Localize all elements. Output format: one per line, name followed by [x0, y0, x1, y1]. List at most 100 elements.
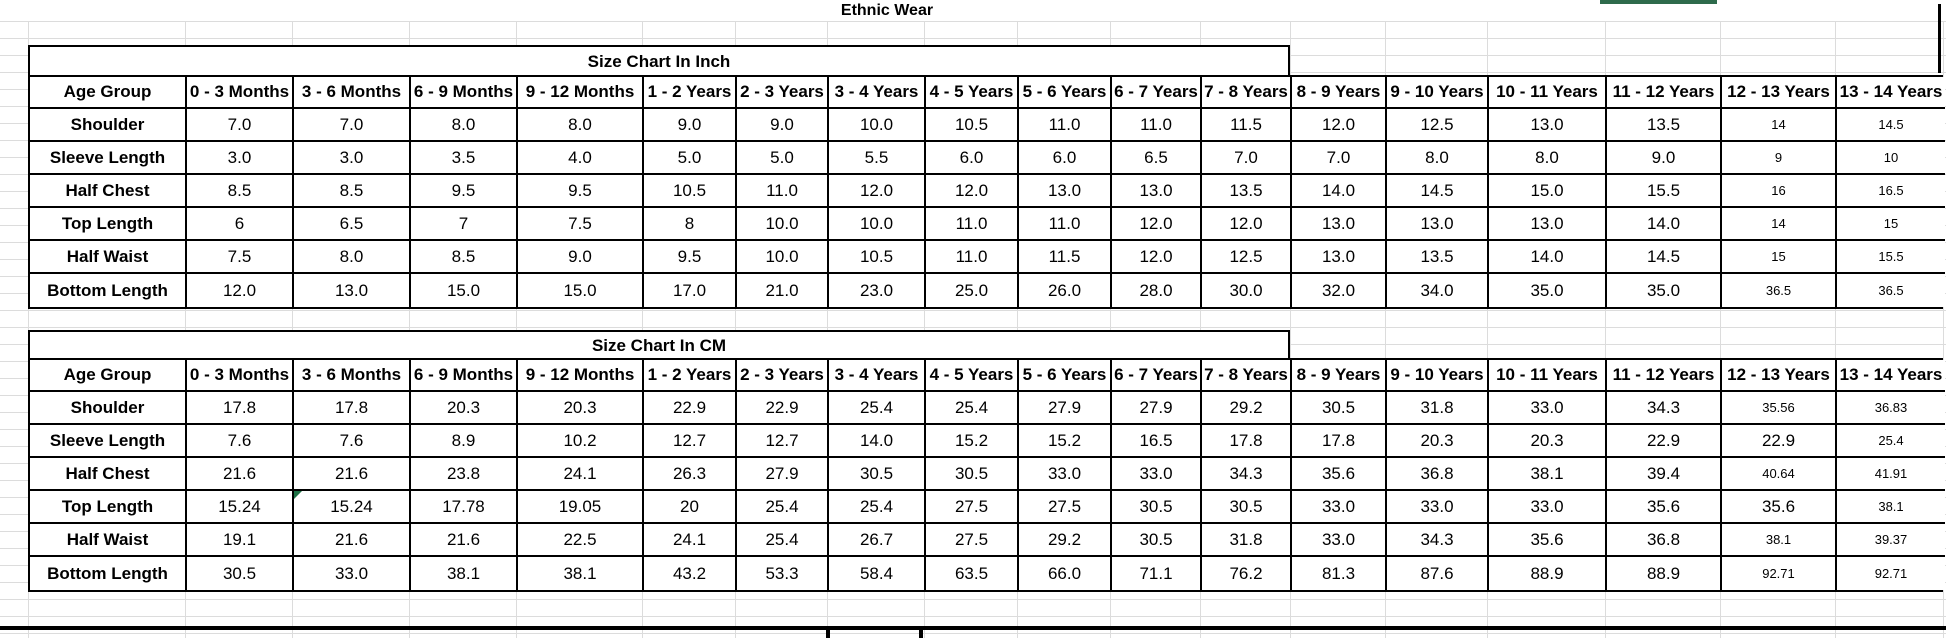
value-cell-inch[interactable]: 14.0	[1607, 208, 1722, 241]
value-cell-inch[interactable]: 9.0	[1607, 142, 1722, 175]
value-cell-cm[interactable]: 24.1	[644, 524, 737, 557]
value-cell-cm[interactable]: 33.0	[1489, 392, 1607, 425]
row-label-cm[interactable]: Bottom Length	[30, 557, 187, 590]
value-cell-cm[interactable]: 17.8	[187, 392, 294, 425]
value-cell-cm[interactable]: 25.4	[926, 392, 1019, 425]
row-label-inch[interactable]: Half Chest	[30, 175, 187, 208]
value-cell-cm[interactable]: 38.1	[1837, 491, 1945, 524]
value-cell-cm[interactable]: 30.5	[1292, 392, 1387, 425]
value-cell-inch[interactable]: 12.5	[1202, 241, 1292, 274]
value-cell-inch[interactable]: 3.0	[187, 142, 294, 175]
value-cell-cm[interactable]: 31.8	[1202, 524, 1292, 557]
value-cell-cm[interactable]: 38.1	[518, 557, 644, 590]
value-cell-inch[interactable]: 14	[1722, 109, 1837, 142]
table-title-cm[interactable]: Size Chart In CM	[28, 330, 1290, 360]
value-cell-cm[interactable]: 19.05	[518, 491, 644, 524]
value-cell-cm[interactable]: 38.1	[411, 557, 518, 590]
header-cell-cm-1[interactable]: 0 - 3 Months	[187, 360, 294, 392]
value-cell-inch[interactable]: 8.0	[1387, 142, 1489, 175]
header-cell-inch-3[interactable]: 6 - 9 Months	[411, 77, 518, 109]
value-cell-cm[interactable]: 7.6	[294, 425, 411, 458]
value-cell-inch[interactable]: 7.0	[1292, 142, 1387, 175]
value-cell-inch[interactable]: 6	[187, 208, 294, 241]
value-cell-inch[interactable]: 10.5	[829, 241, 926, 274]
value-cell-cm[interactable]: 26.7	[829, 524, 926, 557]
value-cell-inch[interactable]: 13.0	[1292, 241, 1387, 274]
header-cell-inch-17[interactable]: 13 - 14 Years	[1837, 77, 1945, 109]
value-cell-cm[interactable]: 21.6	[294, 458, 411, 491]
value-cell-cm[interactable]: 21.6	[294, 524, 411, 557]
value-cell-inch[interactable]: 13.5	[1202, 175, 1292, 208]
header-cell-cm-14[interactable]: 10 - 11 Years	[1489, 360, 1607, 392]
value-cell-inch[interactable]: 5.0	[737, 142, 829, 175]
value-cell-cm[interactable]: 24.1	[518, 458, 644, 491]
value-cell-cm[interactable]: 20.3	[1489, 425, 1607, 458]
header-cell-cm-16[interactable]: 12 - 13 Years	[1722, 360, 1837, 392]
value-cell-inch[interactable]: 15	[1722, 241, 1837, 274]
value-cell-inch[interactable]: 15.5	[1607, 175, 1722, 208]
value-cell-cm[interactable]: 25.4	[1837, 425, 1945, 458]
value-cell-inch[interactable]: 11.0	[926, 208, 1019, 241]
value-cell-cm[interactable]: 22.9	[1722, 425, 1837, 458]
value-cell-cm[interactable]: 38.1	[1489, 458, 1607, 491]
value-cell-cm[interactable]: 71.1	[1112, 557, 1202, 590]
value-cell-cm[interactable]: 23.8	[411, 458, 518, 491]
value-cell-cm[interactable]: 22.9	[737, 392, 829, 425]
row-label-cm[interactable]: Half Chest	[30, 458, 187, 491]
value-cell-cm[interactable]: 7.6	[187, 425, 294, 458]
value-cell-inch[interactable]: 11.0	[1019, 109, 1112, 142]
value-cell-cm[interactable]: 20	[644, 491, 737, 524]
value-cell-cm[interactable]: 12.7	[644, 425, 737, 458]
value-cell-inch[interactable]: 9.5	[644, 241, 737, 274]
value-cell-cm[interactable]: 81.3	[1292, 557, 1387, 590]
header-cell-inch-12[interactable]: 8 - 9 Years	[1292, 77, 1387, 109]
value-cell-inch[interactable]: 16.5	[1837, 175, 1945, 208]
value-cell-cm[interactable]: 33.0	[1292, 524, 1387, 557]
row-label-cm[interactable]: Shoulder	[30, 392, 187, 425]
header-cell-inch-10[interactable]: 6 - 7 Years	[1112, 77, 1202, 109]
value-cell-inch[interactable]: 16	[1722, 175, 1837, 208]
value-cell-cm[interactable]: 33.0	[1292, 491, 1387, 524]
value-cell-cm[interactable]: 26.3	[644, 458, 737, 491]
value-cell-inch[interactable]: 12.0	[1112, 241, 1202, 274]
header-cell-cm-2[interactable]: 3 - 6 Months	[294, 360, 411, 392]
value-cell-inch[interactable]: 10.0	[829, 208, 926, 241]
value-cell-cm[interactable]: 40.64	[1722, 458, 1837, 491]
value-cell-cm[interactable]: 88.9	[1489, 557, 1607, 590]
value-cell-inch[interactable]: 13.5	[1387, 241, 1489, 274]
value-cell-inch[interactable]: 13.0	[1387, 208, 1489, 241]
header-cell-inch-4[interactable]: 9 - 12 Months	[518, 77, 644, 109]
value-cell-cm[interactable]: 14.0	[829, 425, 926, 458]
value-cell-cm[interactable]: 8.9	[411, 425, 518, 458]
value-cell-cm[interactable]: 27.9	[1019, 392, 1112, 425]
value-cell-cm[interactable]: 33.0	[1387, 491, 1489, 524]
value-cell-cm[interactable]: 25.4	[737, 524, 829, 557]
value-cell-cm[interactable]: 30.5	[926, 458, 1019, 491]
value-cell-inch[interactable]: 13.0	[294, 274, 411, 307]
value-cell-inch[interactable]: 8.0	[518, 109, 644, 142]
value-cell-inch[interactable]: 28.0	[1112, 274, 1202, 307]
value-cell-inch[interactable]: 10.0	[737, 208, 829, 241]
value-cell-inch[interactable]: 36.5	[1837, 274, 1945, 307]
header-cell-inch-14[interactable]: 10 - 11 Years	[1489, 77, 1607, 109]
value-cell-inch[interactable]: 9	[1722, 142, 1837, 175]
value-cell-inch[interactable]: 26.0	[1019, 274, 1112, 307]
value-cell-cm[interactable]: 38.1	[1722, 524, 1837, 557]
row-label-inch[interactable]: Top Length	[30, 208, 187, 241]
value-cell-inch[interactable]: 12.0	[829, 175, 926, 208]
value-cell-inch[interactable]: 8.0	[411, 109, 518, 142]
value-cell-inch[interactable]: 6.0	[1019, 142, 1112, 175]
value-cell-inch[interactable]: 3.0	[294, 142, 411, 175]
value-cell-cm[interactable]: 31.8	[1387, 392, 1489, 425]
value-cell-inch[interactable]: 10.0	[737, 241, 829, 274]
value-cell-cm[interactable]: 16.5	[1112, 425, 1202, 458]
header-cell-cm-6[interactable]: 2 - 3 Years	[737, 360, 829, 392]
value-cell-cm[interactable]: 15.2	[926, 425, 1019, 458]
value-cell-cm[interactable]: 21.6	[187, 458, 294, 491]
value-cell-cm[interactable]: 30.5	[1112, 524, 1202, 557]
value-cell-inch[interactable]: 12.0	[926, 175, 1019, 208]
value-cell-inch[interactable]: 5.5	[829, 142, 926, 175]
value-cell-cm[interactable]: 43.2	[644, 557, 737, 590]
value-cell-inch[interactable]: 15.0	[518, 274, 644, 307]
row-label-inch[interactable]: Half Waist	[30, 241, 187, 274]
